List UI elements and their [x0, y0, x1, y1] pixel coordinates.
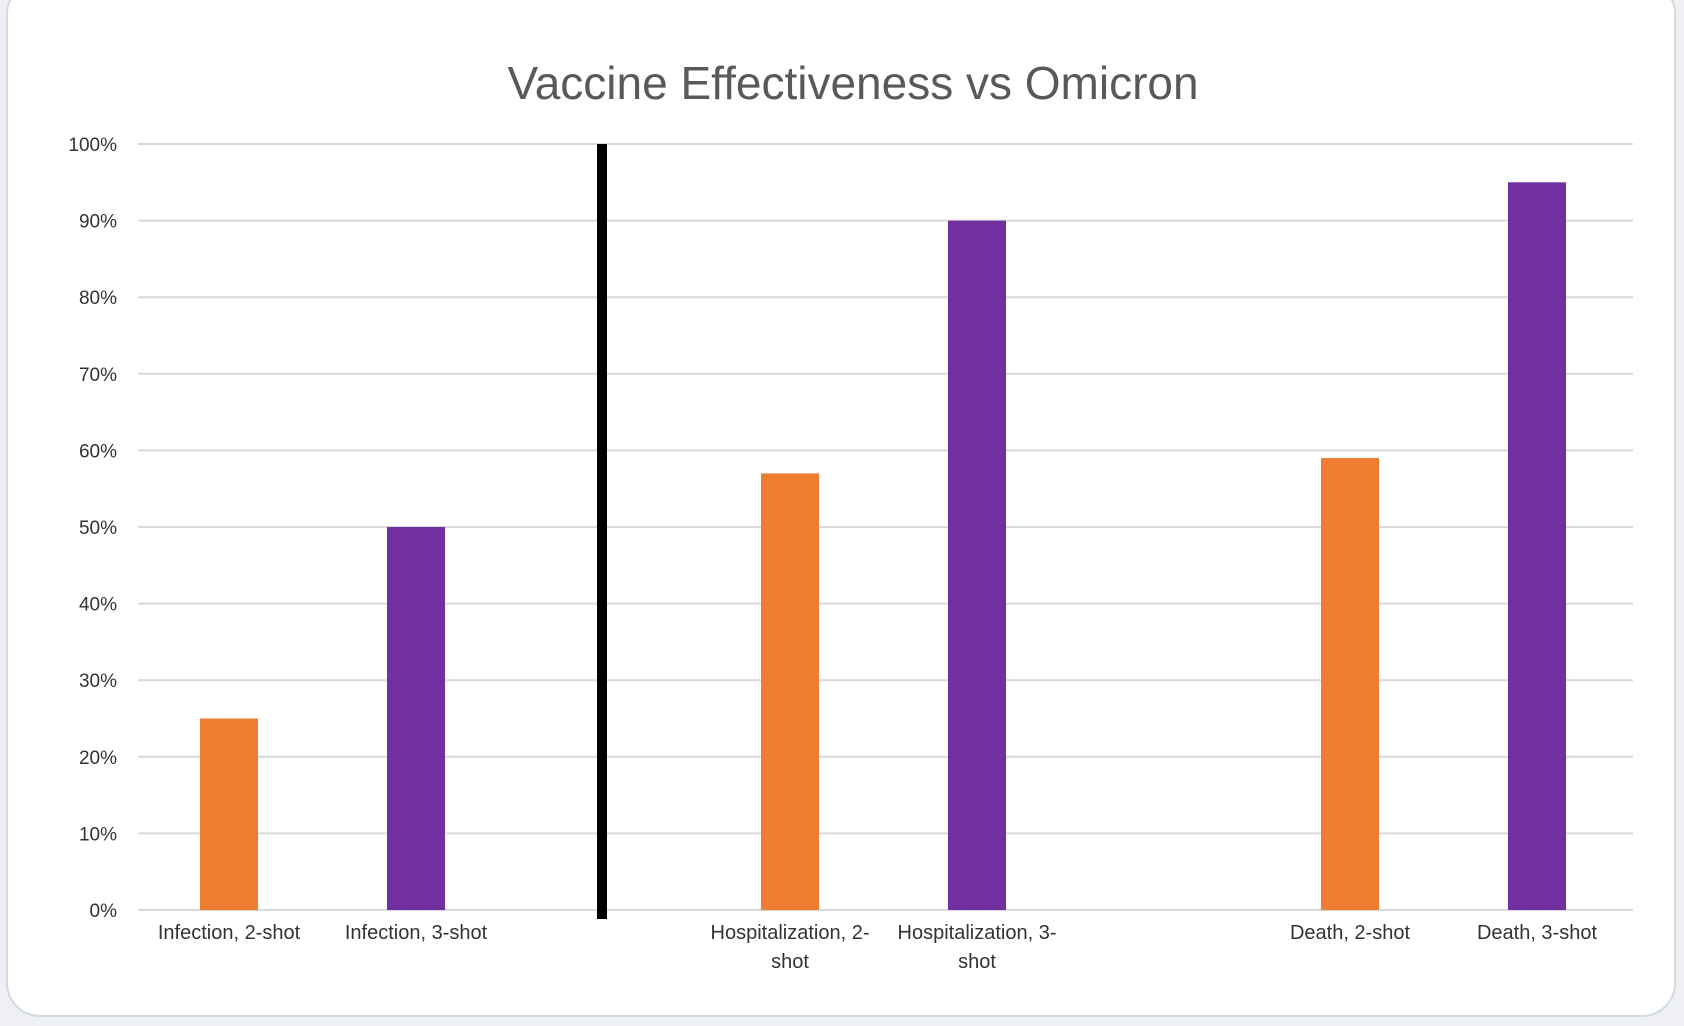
bar-2 — [387, 527, 445, 910]
y-tick-label: 60% — [79, 441, 117, 462]
y-tick-label: 0% — [90, 901, 118, 922]
y-tick-label: 70% — [79, 365, 117, 386]
y-tick-label: 30% — [79, 671, 117, 692]
y-tick-label: 40% — [79, 595, 117, 616]
x-tick-label: Infection, 2-shot — [158, 922, 301, 944]
x-axis-ticks: Infection, 2-shot Infection, 3-shot Hospit… — [158, 922, 1598, 973]
x-tick-label: Death, 3-shot — [1477, 922, 1598, 944]
y-tick-label: 100% — [68, 135, 117, 156]
gridlines — [138, 143, 1633, 911]
y-tick-label: 50% — [79, 518, 117, 539]
vaccine-effectiveness-chart: Vaccine Effectiveness vs Omicron 0% 10% 20… — [68, 57, 1633, 973]
x-tick-label: Infection, 3-shot — [345, 922, 488, 944]
y-axis-ticks: 0% 10% 20% 30% 40% 50% 60% 70% 80% 90% 100% — [68, 135, 117, 922]
y-tick-label: 10% — [79, 824, 117, 845]
x-tick-label: Hospitalization, 3-shot — [898, 922, 1057, 973]
y-tick-label: 80% — [79, 288, 117, 309]
bar-5 — [1321, 458, 1379, 910]
chart-card: Vaccine Effectiveness vs Omicron 0% 10% 20… — [6, 0, 1676, 1017]
bar-4 — [948, 220, 1006, 911]
y-tick-label: 20% — [79, 748, 117, 769]
bar-1 — [200, 718, 258, 910]
x-tick-label: Death, 2-shot — [1290, 922, 1411, 944]
chart-title: Vaccine Effectiveness vs Omicron — [507, 57, 1198, 109]
x-tick-label: Hospitalization, 2-shot — [711, 922, 870, 973]
bars — [200, 144, 1566, 919]
bar-3 — [761, 473, 819, 910]
bar-6 — [1508, 182, 1566, 911]
y-tick-label: 90% — [79, 212, 117, 233]
